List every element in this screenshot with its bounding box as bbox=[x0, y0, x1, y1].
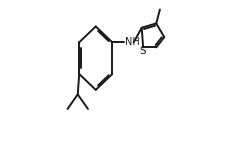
Text: S: S bbox=[139, 46, 146, 56]
Text: NH: NH bbox=[125, 37, 139, 47]
